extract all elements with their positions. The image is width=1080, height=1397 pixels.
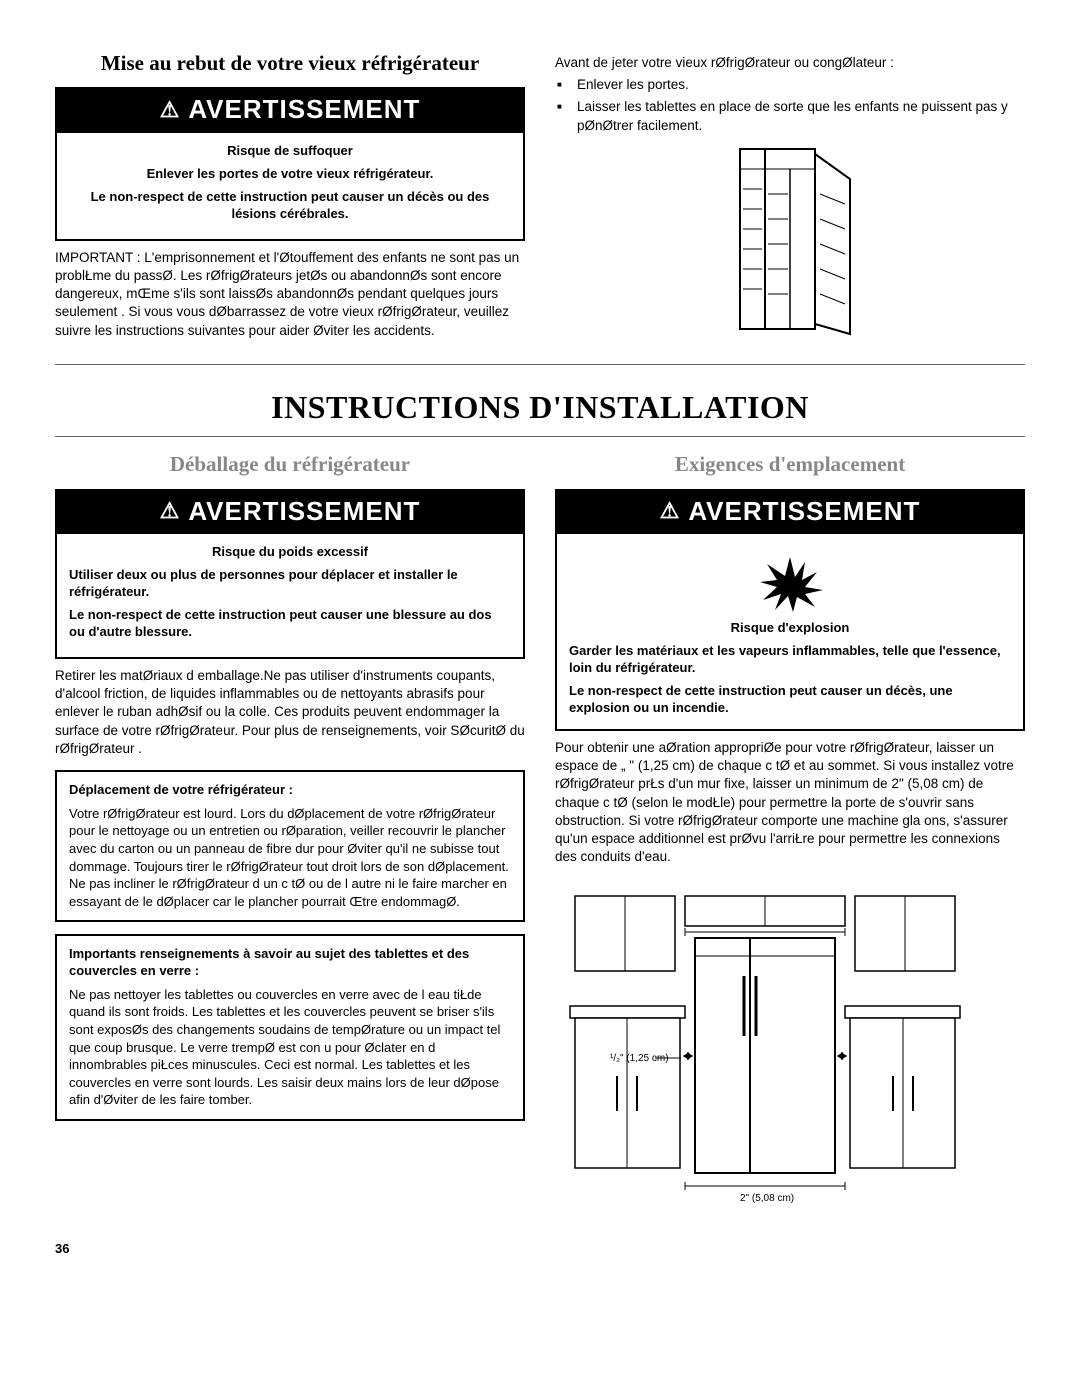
right-heading: Exigences d'emplacement [555, 451, 1025, 478]
bullet-list: Enlever les portes. Laisser les tablette… [555, 76, 1025, 135]
warn-line3: Le non-respect de cette instruction peut… [69, 189, 511, 223]
warn-line1: Risque de suffoquer [69, 143, 511, 160]
warning-banner-top: ⚠ AVERTISSEMENT [55, 87, 525, 133]
box2-body: Ne pas nettoyer les tablettes ou couverc… [69, 986, 511, 1109]
box2-title: Importants renseignements à savoir au su… [69, 946, 511, 980]
top-section: Mise au rebut de votre vieux réfrigérate… [55, 50, 1025, 340]
explosion-icon [755, 552, 825, 612]
box1-title: Déplacement de votre réfrigérateur : [69, 782, 511, 799]
hr-top [55, 364, 1025, 365]
warning-box-right: Risque d'explosion Garder les matériaux … [555, 534, 1025, 730]
warning-triangle-icon: ⚠ [660, 497, 681, 526]
warn-line3: Le non-respect de cette instruction peut… [569, 683, 1011, 717]
main-title-block: INSTRUCTIONS D'INSTALLATION [55, 364, 1025, 438]
fridge-open-door-illustration [710, 139, 870, 339]
right-col: Exigences d'emplacement ⚠ AVERTISSEMENT … [555, 451, 1025, 1210]
warning-label: AVERTISSEMENT [188, 495, 420, 529]
warning-banner-right: ⚠ AVERTISSEMENT [555, 489, 1025, 535]
left-para: Retirer les matØriaux d emballage.Ne pas… [55, 667, 525, 758]
warning-box-top: Risque de suffoquer Enlever les portes d… [55, 133, 525, 241]
box1-body: Votre rØfrigØrateur est lourd. Lors du d… [69, 805, 511, 910]
main-title: INSTRUCTIONS D'INSTALLATION [55, 383, 1025, 433]
right-lead: Avant de jeter votre vieux rØfrigØrateur… [555, 54, 1025, 72]
warn-line3: Le non-respect de cette instruction peut… [69, 607, 511, 641]
warning-box-left: Risque du poids excessif Utiliser deux o… [55, 534, 525, 658]
warn-line2: Utiliser deux ou plus de personnes pour … [69, 567, 511, 601]
warning-banner-left: ⚠ AVERTISSEMENT [55, 489, 525, 535]
hr-bottom [55, 436, 1025, 437]
warning-label: AVERTISSEMENT [688, 495, 920, 529]
warn-line1: Risque d'explosion [569, 620, 1011, 637]
right-para: Pour obtenir une aØration appropriØe pou… [555, 739, 1025, 867]
bullet-1: Enlever les portes. [577, 76, 1025, 94]
warn-line1: Risque du poids excessif [69, 544, 511, 561]
page-number: 36 [55, 1241, 1025, 1258]
bullet-2: Laisser les tablettes en place de sorte … [577, 98, 1025, 134]
warn-line2: Enlever les portes de votre vieux réfrig… [69, 166, 511, 183]
left-col: Déballage du réfrigérateur ⚠ AVERTISSEME… [55, 451, 525, 1210]
warn-line2: Garder les matériaux et les vapeurs infl… [569, 643, 1011, 677]
top-left-col: Mise au rebut de votre vieux réfrigérate… [55, 50, 525, 340]
info-box-glass: Importants renseignements à savoir au su… [55, 934, 525, 1121]
warning-triangle-icon: ⚠ [160, 497, 181, 526]
lower-section: Déballage du réfrigérateur ⚠ AVERTISSEME… [55, 451, 1025, 1210]
warning-label: AVERTISSEMENT [188, 93, 420, 127]
info-box-moving: Déplacement de votre réfrigérateur : Vot… [55, 770, 525, 922]
top-right-col: Avant de jeter votre vieux rØfrigØrateur… [555, 50, 1025, 340]
important-paragraph: IMPORTANT : L'emprisonnement et l'Øtouff… [55, 249, 525, 340]
warning-triangle-icon: ⚠ [160, 96, 181, 125]
dim-bottom-label: 2" (5,08 cm) [740, 1193, 794, 1204]
left-heading: Déballage du réfrigérateur [55, 451, 525, 478]
top-heading: Mise au rebut de votre vieux réfrigérate… [55, 50, 525, 77]
cabinet-clearance-illustration: ¹/₂" (1,25 cm) 2" (5,08 cm) [555, 876, 975, 1206]
